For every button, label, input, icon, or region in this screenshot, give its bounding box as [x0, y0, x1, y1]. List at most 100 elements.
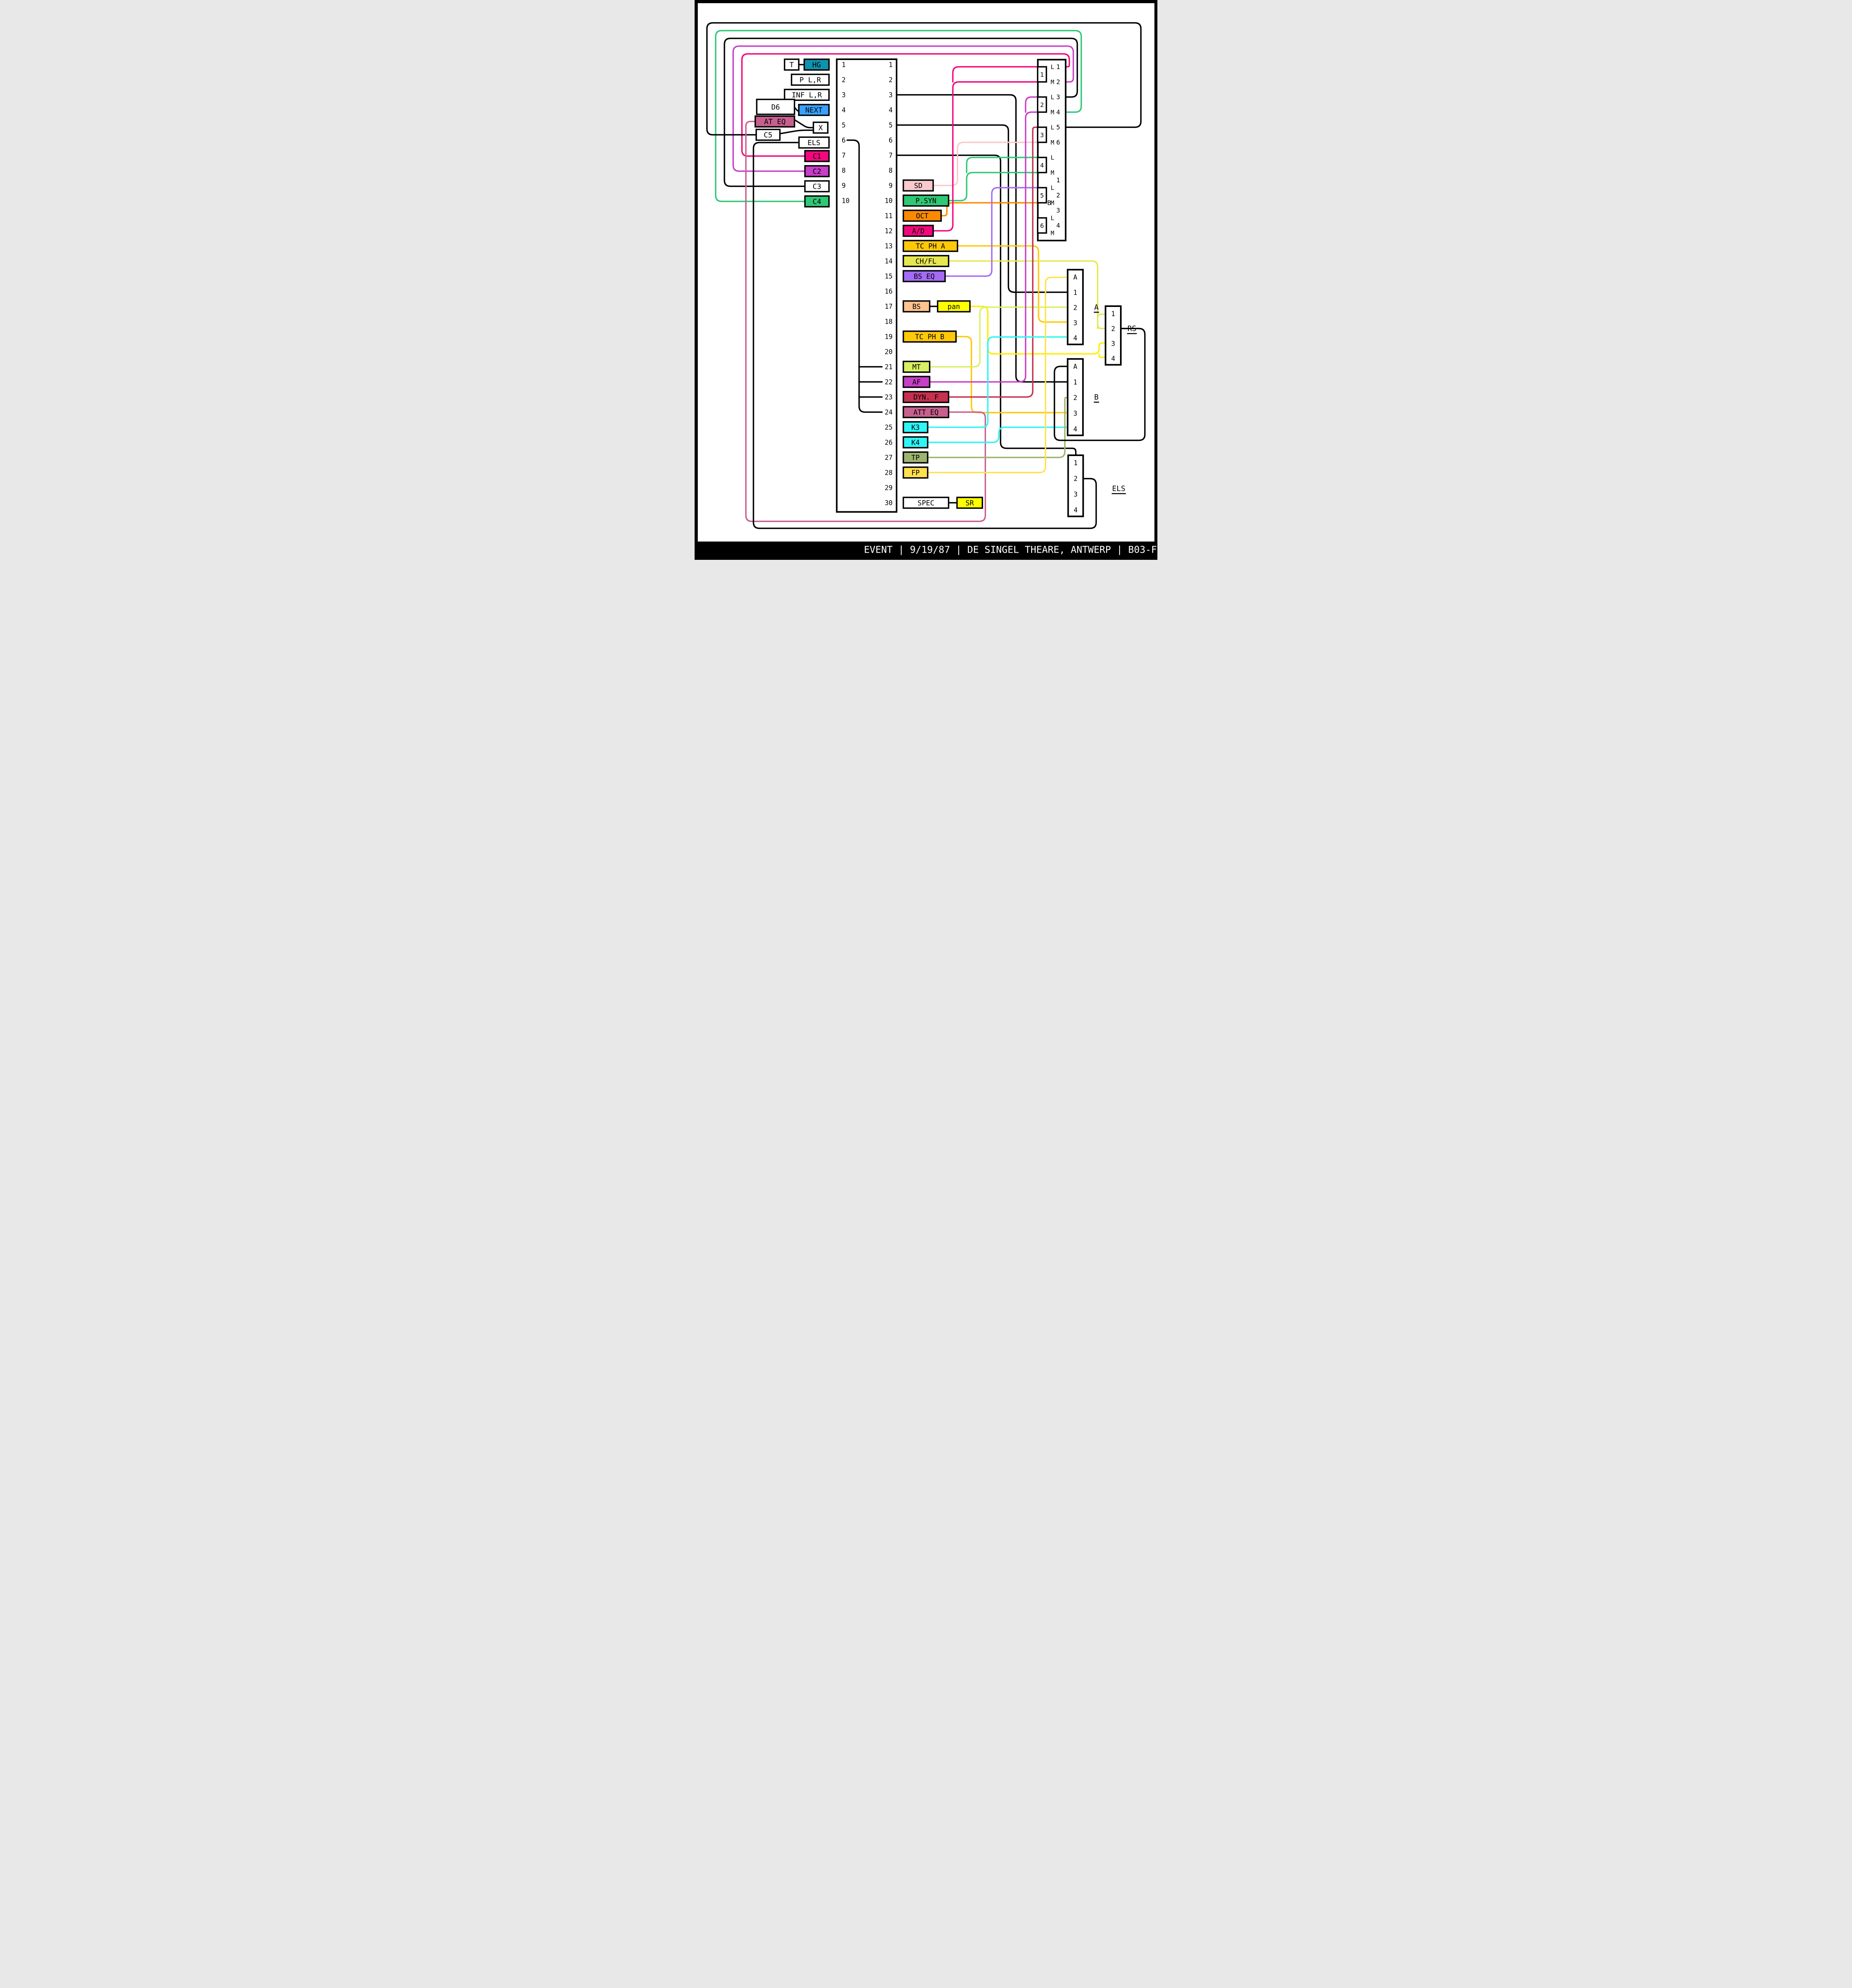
- module-box-tp: [903, 451, 928, 464]
- module-box-bs: [903, 300, 930, 313]
- module-label: FP: [911, 469, 920, 477]
- wire-tcphb-to-b3: [955, 336, 1068, 414]
- matrix-right-pin: 11: [885, 212, 893, 220]
- wire-sd-to-3m: [932, 142, 1039, 186]
- module-box-k3: [903, 421, 928, 433]
- wire-ad-to-1m: [932, 81, 1039, 232]
- group-rs-row-label: 2: [1111, 325, 1115, 332]
- module-box-bs-eq: [903, 270, 946, 282]
- matrix-right-pin: 30: [885, 499, 893, 507]
- module-label: K3: [911, 424, 920, 432]
- left-label-box-hg: [803, 58, 830, 71]
- module-box-att-eq: [903, 406, 949, 418]
- group-els-row-label: 4: [1074, 507, 1077, 514]
- module-box-tc-ph-a: [903, 240, 958, 252]
- module-box-sr: [956, 497, 983, 509]
- module-box-spec: [903, 497, 949, 509]
- group-b-row-label: 1: [1073, 379, 1077, 386]
- link-c5-x: [779, 129, 814, 134]
- patch-diagram-page: T HG P L,R INF L,R D6 NEXT AT EQ X C5 ELS C1 C2 C3 C4…: [694, 0, 1158, 560]
- group-els-row-label: 2: [1074, 475, 1077, 482]
- left-label-text: C1: [813, 152, 821, 161]
- bus-pin6: [846, 139, 883, 413]
- stagebox-lm-label: L: [1050, 184, 1054, 192]
- matrix-right-pin: 20: [885, 348, 893, 356]
- module-label: BS: [912, 303, 920, 311]
- module-box-a-d: [903, 225, 934, 237]
- group-a-row-label: 1: [1073, 289, 1077, 296]
- stagebox: [1037, 59, 1066, 241]
- group-a-title: A: [1094, 303, 1099, 312]
- matrix-left-pin: 5: [842, 122, 846, 129]
- matrix-right-pin: 17: [885, 303, 893, 311]
- stagebox-channel-number: 5: [1040, 192, 1044, 199]
- wire-psyn-to-4m: [947, 172, 1039, 202]
- matrix-box: [836, 58, 897, 513]
- matrix-right-pin: 13: [885, 243, 893, 250]
- module-box-ch-fl: [903, 255, 949, 267]
- wire-fp-to-aa: [927, 276, 1068, 474]
- wire-rs2-to-ba: [1054, 328, 1145, 441]
- module-box-sd: [903, 179, 934, 192]
- left-label-text: C3: [813, 182, 821, 191]
- stagebox-output-number: 4: [1056, 109, 1060, 116]
- left-label-text: INF L,R: [792, 91, 822, 99]
- stagebox-b-output-number: 2: [1056, 192, 1060, 199]
- wire-af-to-2m: [929, 111, 1039, 383]
- stagebox-output-number: 5: [1056, 124, 1060, 131]
- stagebox-lm-label: M: [1050, 200, 1054, 207]
- stagebox-output-number: 2: [1056, 78, 1060, 86]
- module-box-k4: [903, 436, 928, 448]
- module-label: TC PH B: [915, 333, 944, 341]
- stagebox-channel-number: 2: [1040, 101, 1044, 109]
- stagebox-channel-number: 6: [1040, 222, 1044, 229]
- group-a-row-label: 3: [1073, 319, 1077, 327]
- stagebox-b-output-number: 1: [1056, 177, 1060, 184]
- matrix-right-pin: 15: [885, 273, 893, 280]
- module-label: MT: [912, 363, 921, 371]
- stagebox-output-number: 1: [1056, 63, 1060, 71]
- module-box-pan: [937, 300, 971, 313]
- wire-c4-to-out4: [715, 30, 1082, 202]
- stagebox-lm-label: M: [1050, 230, 1054, 237]
- matrix-right-pin: 22: [885, 379, 893, 386]
- matrix-right-pin: 7: [889, 152, 893, 159]
- group-els-row-label: 1: [1074, 459, 1077, 467]
- group-b-row-label: 2: [1073, 394, 1077, 402]
- stagebox-channel-box-2: [1037, 96, 1047, 113]
- group-box-els: [1067, 454, 1084, 517]
- stagebox-channel-box-1: [1037, 66, 1047, 83]
- wire-k3-to-a4: [927, 336, 1068, 428]
- wire-ad-to-1l: [952, 66, 1039, 83]
- stagebox-channel-box-6: [1037, 217, 1047, 234]
- left-label-text: X: [818, 124, 823, 132]
- matrix-right-pin: 5: [889, 122, 893, 129]
- left-label-text: AT EQ: [764, 118, 786, 126]
- wire-af-to-2l: [1025, 96, 1039, 113]
- matrix-left-pin: 2: [842, 76, 846, 84]
- left-label-text: C2: [813, 167, 821, 176]
- group-box-a: [1067, 269, 1084, 346]
- left-label-box-c4: [804, 195, 830, 208]
- stagebox-channel-box-3: [1037, 126, 1047, 143]
- wire-dynf-to-3l: [947, 126, 1039, 398]
- matrix-right-pin: 6: [889, 137, 893, 144]
- matrix-left-pin: 3: [842, 91, 846, 99]
- stagebox-channel-number: 3: [1040, 132, 1044, 139]
- group-rs-row-label: 1: [1111, 310, 1115, 318]
- stagebox-lm-label: L: [1050, 154, 1054, 161]
- left-label-box-t: [784, 58, 800, 71]
- group-rs-title: RS: [1128, 325, 1136, 333]
- wire-c5-to-out5: [706, 22, 1141, 136]
- module-label: TP: [911, 454, 920, 462]
- stagebox-lm-label: M: [1050, 79, 1054, 86]
- link-ateq-x: [794, 119, 814, 128]
- matrix-right-pin: 26: [885, 439, 893, 447]
- matrix-right-pin: 18: [885, 318, 893, 326]
- matrix-right-pin: 8: [889, 167, 893, 175]
- wire-oct-to-5m: [940, 202, 1039, 217]
- left-label-box-p-l-r: [790, 74, 830, 86]
- wire-atteq-to-ateq: [745, 120, 986, 522]
- stagebox-b-output-number: 4: [1056, 222, 1060, 229]
- group-a-row-label: 4: [1073, 334, 1077, 342]
